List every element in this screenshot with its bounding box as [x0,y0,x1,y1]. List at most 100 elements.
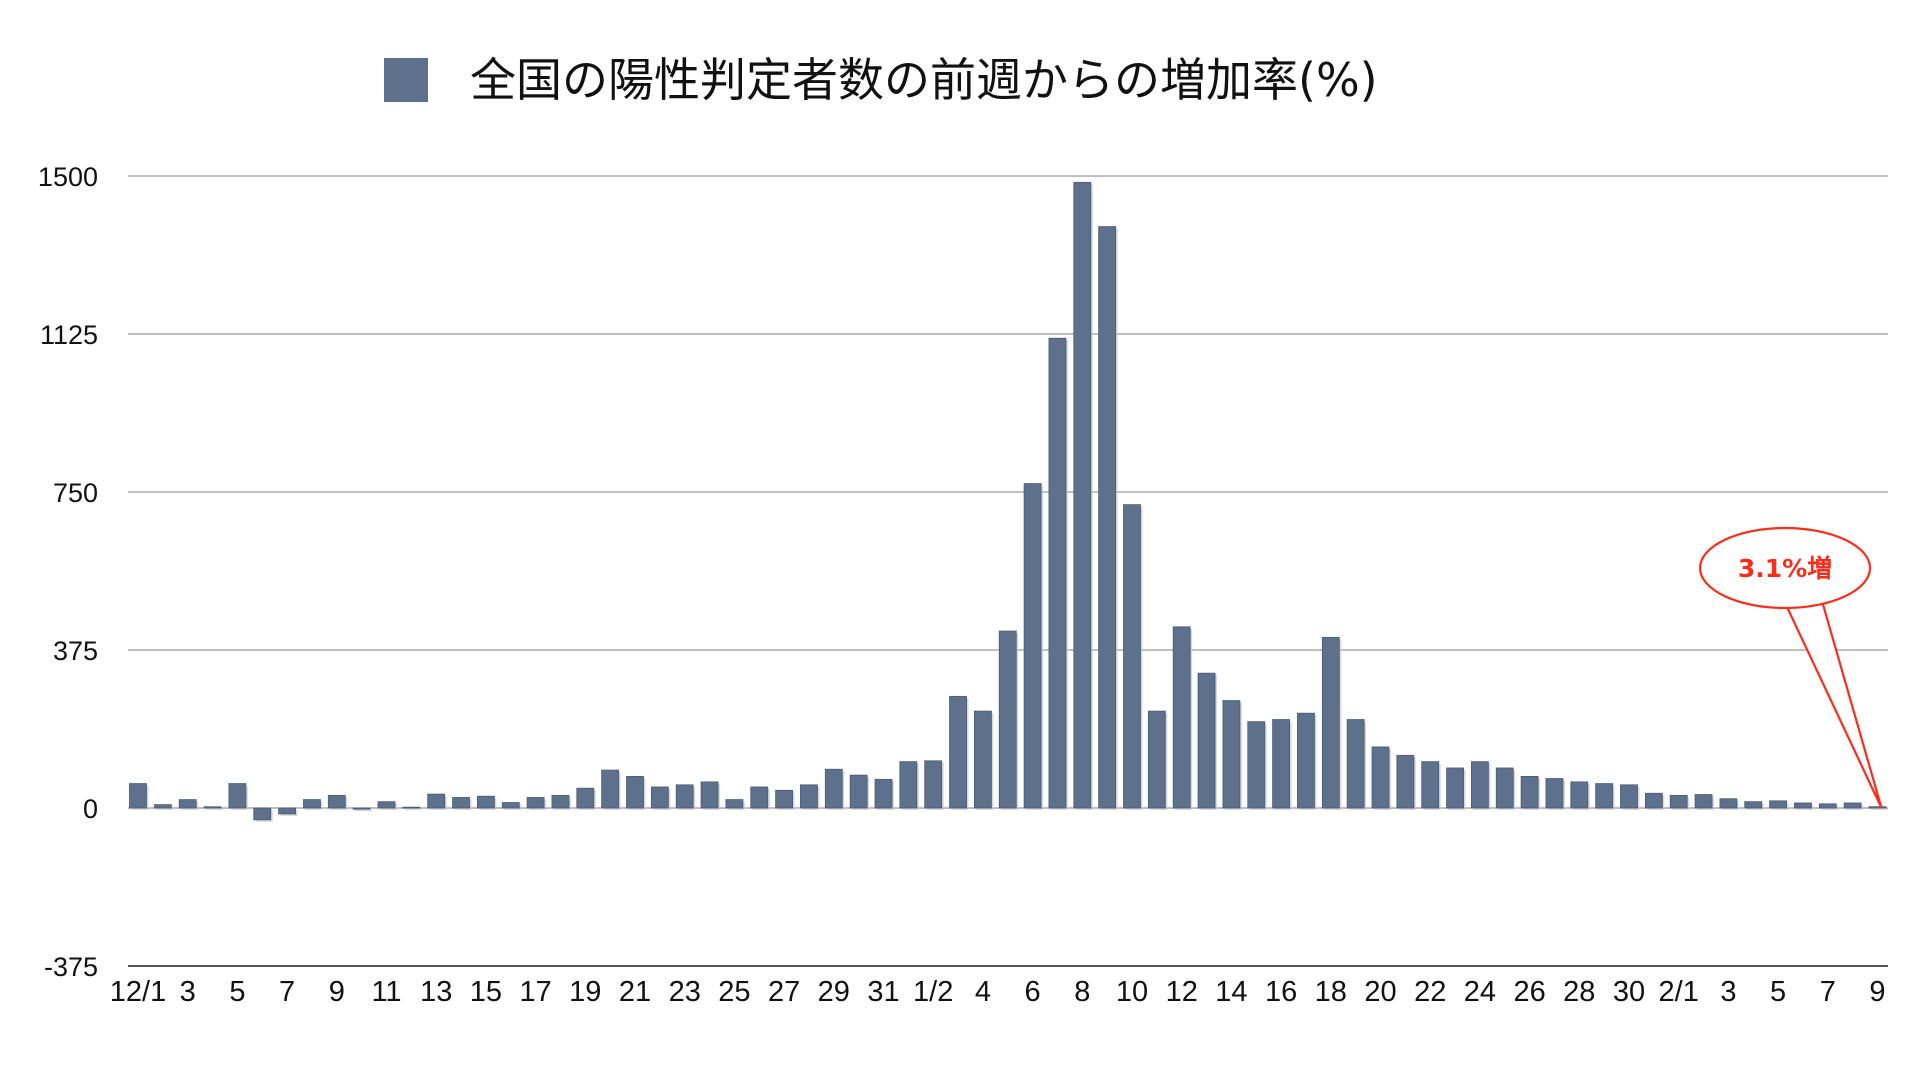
bar [1123,504,1141,809]
bar [824,768,843,809]
bar [725,799,744,809]
x-tick-label: 8 [1074,976,1090,1008]
bar [377,801,396,809]
bar [675,784,694,809]
bar [153,804,172,809]
bar [874,778,893,809]
bar [1495,767,1514,809]
bar [1719,798,1738,809]
legend-label: 全国の陽性判定者数の前週からの増加率(%) [470,53,1378,107]
x-tick-label: 5 [1770,976,1786,1008]
bar [1868,806,1887,809]
y-tick-label: 375 [53,636,98,666]
x-tick-label: 26 [1513,976,1545,1008]
bar [427,793,446,809]
x-tick-label: 12/1 [110,976,166,1008]
callout-joint [1786,596,1823,606]
bar [1744,801,1763,809]
bar [1321,636,1340,809]
bar [1396,754,1415,809]
bar [402,806,421,809]
x-tick-label: 12 [1166,976,1198,1008]
bar [551,794,570,809]
bar [1272,719,1290,809]
x-tick-label: 21 [619,976,651,1008]
bar [1297,712,1315,809]
x-tick-label: 22 [1414,976,1446,1008]
x-tick-label: 24 [1464,976,1496,1008]
bar [1048,337,1067,809]
bar [626,776,644,809]
x-tick-label: 6 [1025,976,1041,1008]
bar [924,760,943,809]
x-tick-label: 7 [279,976,295,1008]
x-tick-label: 30 [1613,976,1645,1008]
bar [203,806,222,809]
bar-series [129,181,1888,822]
callout-bubble [1698,526,1872,610]
bar [327,794,346,809]
x-tick-label: 13 [420,976,452,1008]
bar [1147,710,1166,809]
bar [800,784,818,809]
x-axis: 12/1 3 5 7 9 11 13 15 17 19 21 23 25 27 29 31 1/2 4 6 8 10 12… [110,965,1888,1008]
y-axis: -375 0 375 750 1125 1500 [38,162,98,982]
bar [1570,781,1589,809]
x-tick-label: 19 [569,976,601,1008]
bar [1247,721,1266,809]
x-tick-label: 31 [867,976,899,1008]
x-tick-label: 1/2 [913,976,953,1008]
bar [1794,802,1812,809]
bar [974,710,992,809]
bar [526,797,545,809]
x-tick-label: 20 [1364,976,1396,1008]
bar [1471,761,1489,809]
bar [178,799,197,809]
x-tick-label: 18 [1315,976,1347,1008]
bar [278,807,297,815]
bar-shadow [1871,808,1888,810]
y-tick-label: 1500 [38,162,98,192]
x-tick-label: 25 [718,976,750,1008]
bar [303,799,321,809]
x-tick-label: 11 [371,976,401,1008]
y-tick-label: 0 [83,794,98,824]
bar [1644,792,1663,809]
y-tick-label: 1125 [40,320,98,350]
bar [849,774,868,809]
bar [1595,783,1614,809]
y-tick-label: 750 [53,478,98,508]
x-tick-label: 10 [1116,976,1148,1008]
x-tick-label: 16 [1265,976,1297,1008]
bar [352,807,371,810]
bar [1098,226,1117,809]
bar [775,789,793,809]
x-tick-label: 3 [1720,976,1736,1008]
bar [253,807,272,821]
gridlines [128,175,1888,967]
x-tick-label: 7 [1820,976,1836,1008]
bar [1818,803,1837,809]
bar [501,802,520,809]
bar [899,761,918,809]
bar [1197,672,1216,809]
x-tick-label: 9 [1869,976,1885,1008]
bar [1346,719,1365,809]
bar [1545,778,1564,809]
bar-shadow [355,810,373,812]
bar [1421,761,1440,809]
x-tick-label: 4 [975,976,991,1008]
bar [1520,776,1539,809]
bar-shadow [404,809,422,811]
x-tick-label: 23 [669,976,701,1008]
x-tick-label: 17 [519,976,551,1008]
y-tick-label: -375 [44,952,98,982]
bar [576,787,595,809]
bar [1669,794,1688,809]
bar [1073,181,1092,809]
bar [1694,794,1713,809]
bar [750,786,769,809]
bar [228,783,247,809]
x-tick-label: 29 [818,976,850,1008]
